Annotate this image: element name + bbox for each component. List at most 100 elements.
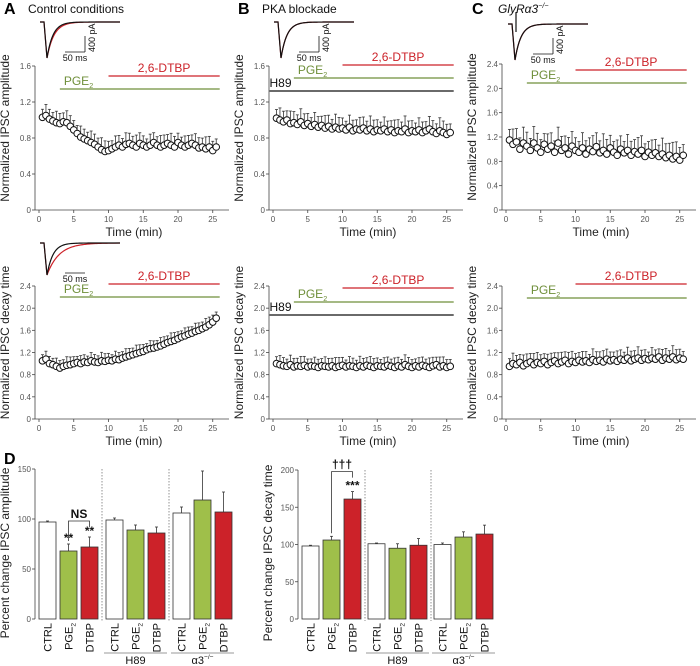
bar (343, 498, 362, 620)
y-tick-label: 0 (290, 615, 295, 624)
y-tick-label: 1.6 (254, 62, 266, 71)
y-tick-label: 2.4 (254, 282, 266, 291)
ipsc-trace (274, 21, 355, 59)
y-axis-label: Normalized IPSC amplitude (0, 54, 12, 202)
panel-letter-A: A (4, 1, 16, 18)
group-label: H89 (125, 655, 145, 666)
category-label: PGE2 (327, 623, 341, 650)
bar (214, 511, 233, 620)
y-tick-label: 1.2 (487, 349, 499, 358)
category-label: CTRL (177, 623, 189, 652)
data-point (526, 146, 535, 155)
chart-B-amplitude: 0 5 10 15 20 25 0 0.4 0.8 1.2 1.6 Time (min) Normali… (232, 21, 463, 239)
data-point (446, 362, 455, 371)
y-tick-label: 1.2 (254, 98, 266, 107)
drug-label: PGE2 (64, 282, 93, 298)
bar (409, 544, 428, 620)
y-tick-label: 1.6 (20, 326, 32, 335)
drug-label: PGE2 (531, 283, 560, 299)
x-axis-label: Time (min) (106, 225, 163, 239)
y-tick-label: 150 (281, 503, 295, 512)
x-tick-label: 15 (139, 215, 148, 224)
y-axis-label: Normalized IPSC amplitude (465, 53, 479, 201)
data-point (602, 150, 611, 158)
data-point (564, 150, 573, 158)
y-tick-label: 0.4 (254, 170, 266, 179)
category-label: CTRL (438, 623, 450, 652)
y-tick-label: 0.4 (487, 182, 499, 191)
drug-label: H89 (270, 300, 292, 314)
data-point (512, 138, 521, 146)
bar (301, 545, 320, 620)
x-tick-label: 25 (208, 215, 217, 224)
x-tick-label: 15 (606, 215, 615, 224)
chart-B-decay: 0 5 10 15 20 25 0 0.4 0.8 1.2 1.6 2.0 2.4 Time (min) N… (232, 265, 463, 448)
x-tick-label: 15 (373, 215, 382, 224)
significance-stars: *** (345, 479, 359, 493)
y-tick-label: 0.4 (20, 393, 32, 402)
y-tick-label: 2.4 (487, 60, 499, 69)
y-tick-label: 0 (494, 415, 499, 424)
category-label: PGE2 (64, 623, 78, 650)
ipsc-trace-inset: 50 ms (40, 242, 121, 284)
data-point (637, 146, 646, 155)
x-tick-label: 0 (37, 424, 42, 433)
category-label: CTRL (372, 623, 384, 652)
scale-bar-time-label: 50 ms (63, 274, 88, 284)
x-tick-label: 25 (675, 424, 684, 433)
bar (193, 499, 212, 620)
x-tick-label: 20 (408, 424, 417, 433)
x-tick-label: 0 (271, 215, 276, 224)
x-tick-label: 5 (539, 424, 544, 433)
x-tick-label: 20 (174, 215, 183, 224)
drug-label: 2,6-DTBP (372, 273, 425, 287)
x-tick-label: 25 (442, 215, 451, 224)
y-tick-label: 2.4 (20, 282, 32, 291)
x-tick-label: 15 (139, 424, 148, 433)
ipsc-trace (508, 23, 589, 61)
x-tick-label: 15 (606, 424, 615, 433)
chart-A-amplitude: 0 5 10 15 20 25 0 0.4 0.8 1.2 1.6 Time (min) Normali… (0, 21, 229, 239)
category-label: CTRL (43, 623, 55, 652)
ipsc-trace (40, 21, 121, 59)
x-tick-label: 10 (338, 424, 347, 433)
category-label: DTBP (480, 623, 492, 652)
panel-letter-C: C (472, 1, 484, 18)
x-tick-label: 0 (271, 424, 276, 433)
data-point (613, 151, 622, 160)
y-tick-label: 1.6 (487, 326, 499, 335)
chart-A-decay: 0 5 10 15 20 25 0 0.4 0.8 1.2 1.6 2.0 2.4 Time (min) N… (0, 242, 229, 448)
category-label: PGE2 (198, 623, 212, 650)
y-tick-label: 100 (281, 541, 295, 550)
y-tick-label: 1.2 (20, 349, 32, 358)
bar (172, 512, 191, 620)
y-tick-label: 2.0 (487, 84, 499, 93)
y-tick-label: 50 (285, 578, 294, 587)
bar (59, 550, 78, 620)
bar (433, 544, 452, 620)
category-label: DTBP (348, 623, 360, 652)
chart-D-amplitude: 0 50 100 150 Percent change IPSC amplitude CT… (0, 465, 234, 666)
y-tick-label: 200 (281, 466, 295, 475)
y-tick-label: 1.6 (20, 62, 32, 71)
y-axis-label: Normalized IPSC decay time (232, 265, 246, 419)
data-point (550, 148, 559, 157)
y-tick-label: 1.2 (254, 349, 266, 358)
x-tick-label: 10 (338, 215, 347, 224)
bar (38, 521, 57, 620)
x-axis-label: Time (min) (573, 225, 630, 239)
drug-label: 2,6-DTBP (372, 50, 425, 64)
x-tick-label: 0 (37, 215, 42, 224)
y-tick-label: 0.8 (487, 157, 499, 166)
drug-label: PGE2 (531, 68, 560, 84)
data-point (679, 355, 688, 363)
scale-bar-current-label: 400 pA (321, 23, 331, 52)
x-axis-label: Time (min) (106, 434, 163, 448)
y-tick-label: 0.8 (254, 371, 266, 380)
data-point (554, 139, 562, 147)
panel-title-A: Control conditions (28, 2, 124, 16)
y-axis-label: Normalized IPSC amplitude (232, 54, 246, 202)
